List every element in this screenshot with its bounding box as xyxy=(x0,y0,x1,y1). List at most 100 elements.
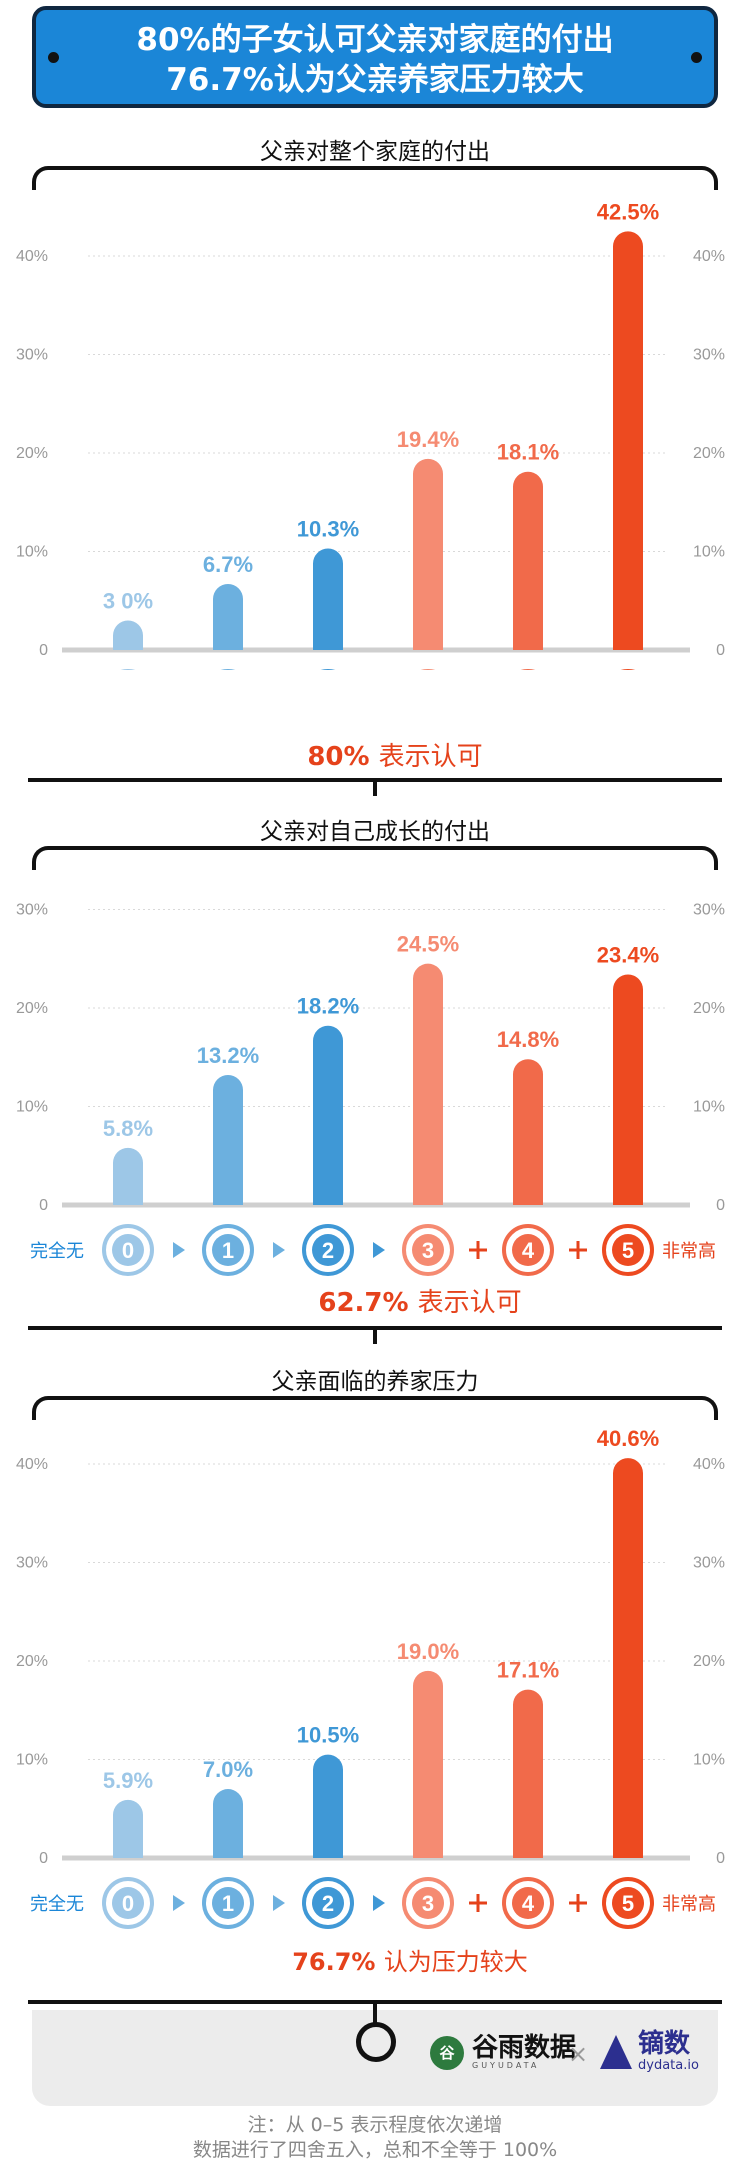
bar xyxy=(613,231,643,650)
bar-value-label: 5.8% xyxy=(103,1116,153,1141)
bar-value-label: 23.4% xyxy=(597,943,659,968)
bar xyxy=(613,1458,643,1858)
scale-left-label: 完全无 xyxy=(30,1241,84,1261)
bar xyxy=(113,620,143,650)
chart-2-divider-stem xyxy=(373,1328,377,1344)
bar-value-label: 24.5% xyxy=(397,932,459,957)
chart-3-approval-value: 76.7% xyxy=(292,1948,376,1976)
scale-disc xyxy=(412,1234,444,1266)
scale-step-label: 3 xyxy=(422,1891,434,1916)
scale-step-label: 2 xyxy=(322,1238,334,1263)
scale-step-label: 5 xyxy=(622,1238,634,1263)
bar xyxy=(413,963,443,1205)
bar xyxy=(513,1689,543,1858)
scale-disc xyxy=(412,1887,444,1919)
chart-3-bracket xyxy=(32,1396,718,1420)
bar-value-label: 10.3% xyxy=(297,517,359,542)
y-tick-label-right: 20% xyxy=(693,1653,725,1670)
bar-value-label: 42.5% xyxy=(597,199,659,224)
chart-2-approval-value: 62.7% xyxy=(318,1288,409,1318)
scale-right-label: 非常高 xyxy=(662,1241,716,1261)
footer-stem xyxy=(373,2002,377,2024)
chart-2-bracket xyxy=(32,846,718,870)
cross-icon: × xyxy=(568,2040,589,2068)
scale-disc xyxy=(212,1234,244,1266)
y-tick-label-left: 20% xyxy=(16,445,48,462)
scale-step-label: 2 xyxy=(322,1891,334,1916)
scale-step-label: 1 xyxy=(222,1238,234,1263)
bar-value-label: 7.0% xyxy=(203,1757,253,1782)
dydata-logo: 镝数 dydata.io xyxy=(600,2030,699,2073)
chart-2-approval: 62.7% 表示认可 xyxy=(0,1282,750,1319)
dydata-logo-icon xyxy=(600,2034,632,2069)
note-line-1: 注：从 0–5 表示程度依次递增 xyxy=(247,2114,503,2136)
scale-disc xyxy=(512,1234,544,1266)
y-tick-label-left: 10% xyxy=(16,1752,48,1769)
bar xyxy=(113,1799,143,1858)
bar-value-label: 13.2% xyxy=(197,1043,259,1068)
chart-1-approval-label: 表示认可 xyxy=(378,742,483,772)
y-tick-label-left: 40% xyxy=(16,1456,48,1473)
y-tick-label-right: 40% xyxy=(693,248,725,265)
scale-right-label: 非常高 xyxy=(662,1894,716,1914)
y-tick-label-right: 0 xyxy=(716,642,725,659)
header-title: 80%的子女认可父亲对家庭的付出 76.7%认为父亲养家压力较大 xyxy=(36,20,714,100)
y-tick-label-left: 0 xyxy=(39,1197,48,1214)
chart-3-grid: 0 0 10% 10% 20% 20% 30% 30% 40% 40% xyxy=(16,1456,725,1867)
arrow-icon xyxy=(373,1895,385,1911)
chart-3: 0 0 10% 10% 20% 20% 30% 30% 40% 40% 5.9% 7.0% 10.5% 1… xyxy=(16,1426,725,1929)
header-line-2: 76.7%认为父亲养家压力较大 xyxy=(166,62,584,98)
y-tick-label-left: 20% xyxy=(16,1000,48,1017)
footer-ring xyxy=(356,2022,396,2062)
scale-disc xyxy=(512,1887,544,1919)
chart-2-approval-label: 表示认可 xyxy=(417,1288,522,1318)
y-tick-label-left: 10% xyxy=(16,1099,48,1116)
banner-dot-left xyxy=(48,52,59,63)
bar-value-label: 14.8% xyxy=(497,1027,559,1052)
bar-value-label: 18.2% xyxy=(297,994,359,1019)
chart-2-grid: 0 0 10% 10% 20% 20% 30% 30% xyxy=(16,902,725,1215)
bar-value-label: 3 0% xyxy=(103,588,153,613)
chart-2-title: 父亲对自己成长的付出 xyxy=(260,819,490,845)
scale-disc xyxy=(312,1234,344,1266)
guyu-logo-icon: 谷 xyxy=(430,2035,464,2070)
banner-dot-right xyxy=(691,52,702,63)
bar xyxy=(113,1147,143,1205)
bar-value-label: 40.6% xyxy=(597,1426,659,1451)
bar-value-label: 5.9% xyxy=(103,1768,153,1793)
y-tick-label-right: 20% xyxy=(693,1000,725,1017)
y-tick-label-left: 40% xyxy=(16,248,48,265)
scale-disc xyxy=(312,1887,344,1919)
dydata-logo-name: 镝数 xyxy=(638,2029,691,2059)
scale-step-label: 1 xyxy=(222,1891,234,1916)
bar xyxy=(513,1059,543,1205)
scale-step-label: 0 xyxy=(122,1238,134,1263)
scale-disc xyxy=(612,1234,644,1266)
scale-step-label: 4 xyxy=(522,1238,535,1263)
chart-1: 0 0 10% 10% 20% 20% 30% 30% 40% 40% 3 0% 6.7% 10.3% 1… xyxy=(16,199,725,670)
arrow-icon xyxy=(273,1242,285,1258)
scale-disc xyxy=(212,1887,244,1919)
bar xyxy=(413,1670,443,1858)
scale-disc xyxy=(612,1887,644,1919)
y-tick-label-left: 0 xyxy=(39,642,48,659)
bar xyxy=(213,584,243,650)
scale-left-label: 完全无 xyxy=(30,1894,84,1914)
chart-3-title: 父亲面临的养家压力 xyxy=(271,1369,479,1395)
chart-3-approval-label: 认为压力较大 xyxy=(383,1948,528,1976)
bar xyxy=(413,458,443,650)
y-tick-label-right: 10% xyxy=(693,544,725,561)
scale-disc xyxy=(112,1234,144,1266)
chart-1-title: 父亲对整个家庭的付出 xyxy=(260,139,490,165)
bar xyxy=(513,471,543,650)
note-line-2: 数据进行了四舍五入，总和不全等于 100% xyxy=(192,2139,558,2161)
scale-step-label: 5 xyxy=(622,1891,634,1916)
bar-value-label: 19.4% xyxy=(397,427,459,452)
y-tick-label-right: 10% xyxy=(693,1752,725,1769)
y-tick-label-right: 0 xyxy=(716,1850,725,1867)
bar xyxy=(213,1789,243,1858)
y-tick-label-left: 10% xyxy=(16,544,48,561)
header-banner: 80%的子女认可父亲对家庭的付出 76.7%认为父亲养家压力较大 xyxy=(32,6,718,108)
arrow-icon xyxy=(173,1895,185,1911)
